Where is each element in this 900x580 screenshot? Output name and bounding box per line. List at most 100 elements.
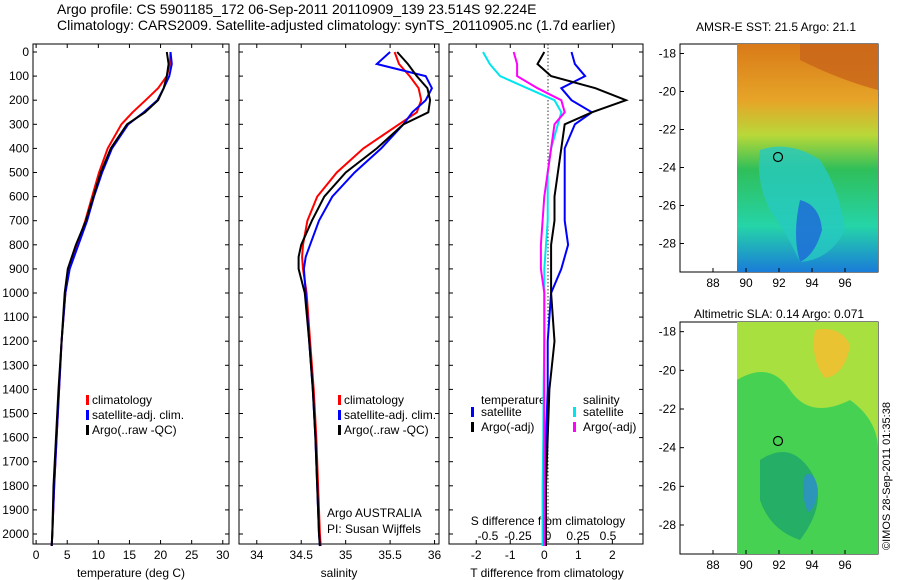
legend-swatch-temp-satellite	[471, 407, 474, 417]
map-y-tick-label: -20	[659, 85, 677, 99]
top-tick-label: 0.5	[600, 529, 617, 543]
difference-legend: temperature salinity satellite Argo(-adj…	[471, 393, 636, 434]
sla-map-title: Altimetric SLA: 0.14 Argo: 0.071	[694, 307, 864, 321]
series-line-argo-raw-qc-	[297, 51, 432, 547]
salinity-legend: climatology satellite-adj. clim. Argo(..…	[338, 393, 436, 437]
x-tick-label: 36	[428, 548, 442, 562]
sla-orange-patch	[813, 329, 850, 378]
x-tick-label: 35.5	[378, 548, 402, 562]
x-tick-label: 34.5	[290, 548, 314, 562]
y-tick-label: 900	[9, 262, 29, 276]
map-y-tick-label: -28	[659, 237, 677, 251]
map-y-tick-label: -22	[659, 402, 677, 416]
map-x-tick-label: 88	[706, 558, 720, 572]
y-tick-label: 0	[22, 45, 29, 59]
y-tick-label: 300	[9, 117, 29, 131]
y-tick-label: 1000	[2, 286, 29, 300]
x-tick-label: 10	[92, 548, 106, 562]
series-line-climatology	[50, 51, 172, 547]
x-tick-label: 5	[64, 548, 71, 562]
x-tick-label: 34	[250, 548, 264, 562]
top-tick-label: -0.25	[504, 529, 532, 543]
argo-annotation-line2: PI: Susan Wijffels	[327, 522, 421, 536]
legend-swatch-argo	[86, 425, 89, 435]
y-tick-label: 400	[9, 141, 29, 155]
map-x-tick-label: 96	[838, 558, 852, 572]
x-tick-label: 35	[339, 548, 353, 562]
series-line-argo-adj-	[512, 51, 566, 546]
y-tick-label: 1100	[3, 310, 29, 324]
y-tick-label: 1900	[2, 503, 29, 517]
sla-blue-patch	[803, 474, 818, 512]
map-x-tick-label: 94	[805, 558, 819, 572]
legend-swatch-sal-satellite	[573, 407, 576, 417]
y-tick-label: 1800	[2, 479, 29, 493]
y-tick-label: 200	[9, 93, 29, 107]
legend-label-argo: Argo(..raw -QC)	[344, 423, 429, 437]
map-x-tick-label: 90	[739, 558, 753, 572]
y-tick-label: 1700	[2, 455, 29, 469]
x-tick-label: 0	[33, 548, 40, 562]
map-x-tick-label: 90	[739, 276, 753, 290]
top-tick-label: 0.25	[566, 529, 590, 543]
map-y-tick-label: -20	[659, 363, 677, 377]
salinity-xlabel: salinity	[321, 566, 358, 580]
map-x-tick-label: 96	[838, 276, 852, 290]
legend-title-temperature: temperature	[481, 393, 546, 407]
x-tick-label: 0	[541, 548, 548, 562]
map-y-tick-label: -24	[659, 441, 677, 455]
sst-warm-patch	[800, 44, 878, 90]
map-x-tick-label: 94	[805, 276, 819, 290]
y-tick-label: 1200	[2, 334, 29, 348]
y-tick-label: 800	[9, 238, 29, 252]
x-tick-label: 15	[123, 548, 137, 562]
map-y-tick-label: -18	[659, 325, 677, 339]
x-tick-label: 25	[185, 548, 199, 562]
legend-label-climatology: climatology	[92, 393, 152, 407]
y-tick-label: 1600	[2, 431, 29, 445]
y-tick-label: 1400	[2, 382, 29, 396]
temperature-xlabel: temperature (deg C)	[77, 566, 185, 580]
y-tick-label: 2000	[2, 527, 29, 541]
chart-title-line2: Climatology: CARS2009. Satellite-adjuste…	[57, 17, 616, 33]
series-line-argo-raw-qc-	[50, 51, 170, 547]
top-tick-label: 0	[545, 529, 552, 543]
legend-swatch-climatology	[86, 395, 89, 405]
difference-xlabel: T difference from climatology	[470, 566, 624, 580]
series-line-satellite-adj-clim-	[302, 51, 434, 547]
sla-dark-green-patch	[760, 452, 818, 540]
map-y-tick-label: -22	[659, 123, 677, 137]
y-tick-label: 1300	[2, 358, 29, 372]
sla-argo-marker	[772, 435, 784, 447]
temperature-legend: climatology satellite-adj. clim. Argo(..…	[86, 393, 184, 437]
legend-label-satellite: satellite-adj. clim.	[344, 408, 436, 422]
legend-swatch-sal-argo	[573, 422, 576, 432]
y-tick-label: 100	[9, 69, 29, 83]
difference-top-label: S difference from climatology	[471, 514, 626, 528]
legend-label-satellite: satellite-adj. clim.	[92, 408, 184, 422]
argo-annotation-line1: Argo AUSTRALIA	[327, 506, 422, 520]
map-x-tick-label: 92	[772, 276, 786, 290]
legend-swatch-argo	[338, 425, 341, 435]
map-y-tick-label: -28	[659, 518, 677, 532]
chart-title-line1: Argo profile: CS 5901185_172 06-Sep-2011…	[57, 1, 537, 17]
map-y-tick-label: -26	[659, 479, 677, 493]
map-x-tick-label: 92	[772, 558, 786, 572]
map-y-tick-label: -26	[659, 199, 677, 213]
legend-title-salinity: salinity	[583, 393, 620, 407]
y-tick-label: 700	[9, 214, 29, 228]
sst-argo-marker	[772, 151, 784, 163]
legend-swatch-satellite	[338, 410, 341, 420]
x-tick-label: -1	[505, 548, 516, 562]
x-tick-label: 20	[154, 548, 168, 562]
x-tick-label: 2	[609, 548, 616, 562]
legend-label-sal-argo: Argo(-adj)	[583, 420, 636, 434]
legend-swatch-temp-argo	[471, 422, 474, 432]
legend-label-argo: Argo(..raw -QC)	[92, 423, 177, 437]
map-x-tick-label: 88	[706, 276, 720, 290]
sst-map-title: AMSR-E SST: 21.5 Argo: 21.1	[696, 20, 856, 34]
series-line-satellite	[545, 51, 594, 546]
legend-label-temp-satellite: satellite	[481, 405, 522, 419]
legend-swatch-satellite	[86, 410, 89, 420]
